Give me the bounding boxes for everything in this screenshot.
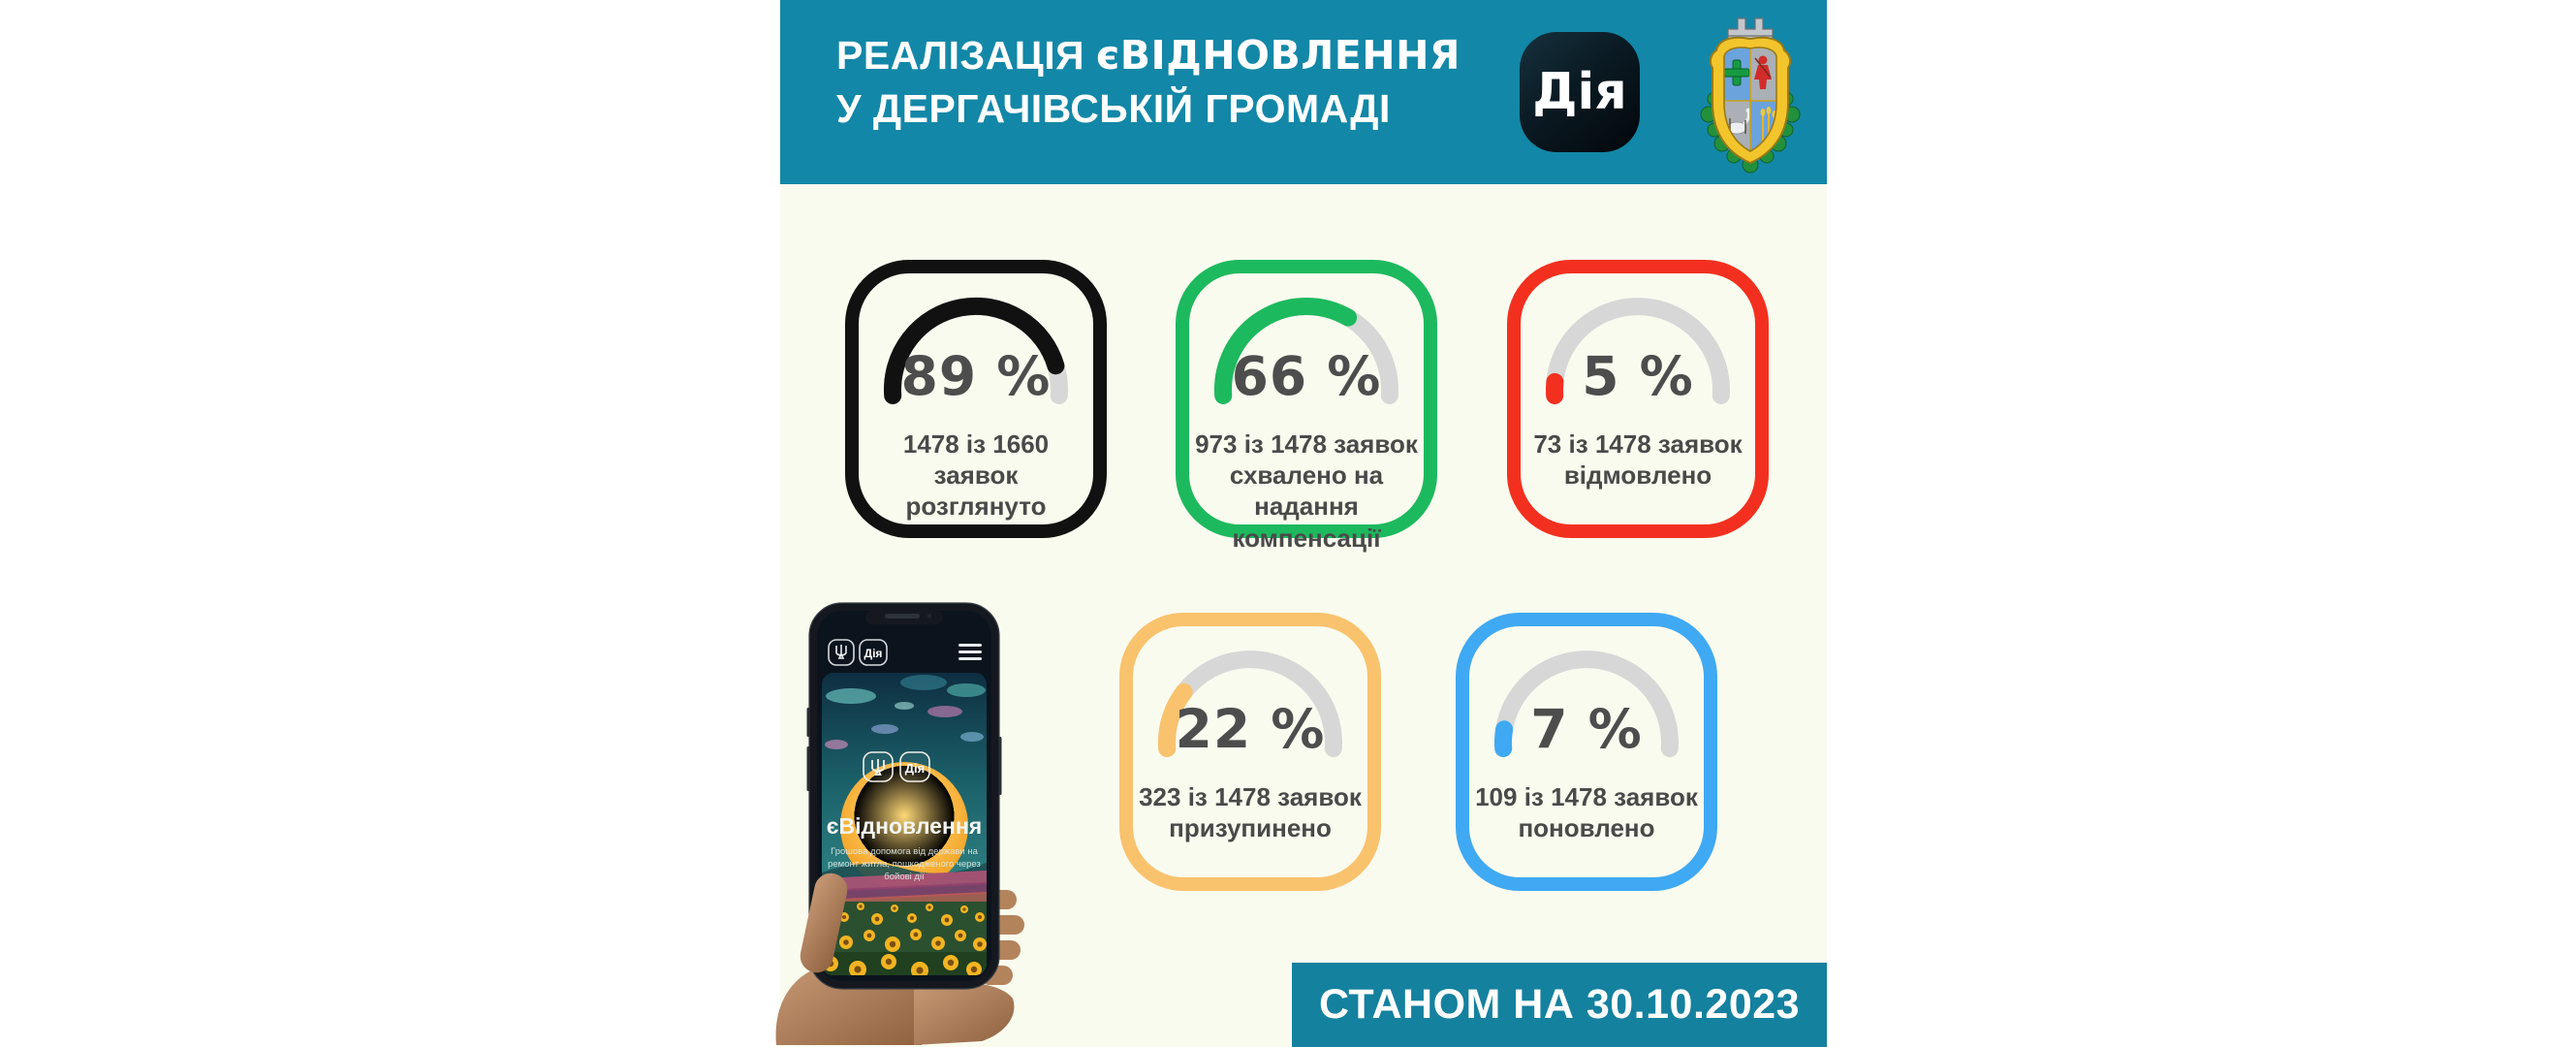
gauge-card-renewed: 7 % 109 із 1478 заявок поновлено [1456, 613, 1717, 891]
gauge-track [1546, 298, 1730, 404]
gauge-caption: 73 із 1478 заявок відмовлено [1533, 429, 1743, 491]
header-banner: РЕАЛІЗАЦІЯ єВІДНОВЛЕННЯ У ДЕРГАЧІВСЬКІЙ … [780, 0, 1827, 184]
screen-title: єВідновлення [827, 813, 982, 839]
gauge-caption: 109 із 1478 заявок поновлено [1475, 782, 1698, 843]
gauge-chart [1214, 298, 1398, 404]
gauge-card-suspended: 22 % 323 із 1478 заявок призупинено [1119, 613, 1381, 891]
bird-figure [1726, 108, 1751, 135]
gauge-percent-label: 66 % [1231, 345, 1382, 407]
phone-body: Дія [806, 602, 1002, 990]
title-line1: РЕАЛІЗАЦІЯ єВІДНОВЛЕННЯ [836, 32, 1461, 79]
content-area: РЕАЛІЗАЦІЯ єВІДНОВЛЕННЯ У ДЕРГАЧІВСЬКІЙ … [775, 0, 1827, 1047]
gauge-chart [1546, 298, 1730, 404]
gauge-track [1494, 650, 1679, 757]
cossack-figure [1754, 55, 1772, 89]
screen-artwork: Дія єВідновлення Грошова допомога від де… [822, 673, 987, 975]
gauge-card-declined: 5 % 73 із 1478 заявок відмовлено [1507, 260, 1769, 538]
screen-subtitle: Грошова допомога від держави на ремонт ж… [828, 846, 981, 882]
gauge-chart [1157, 650, 1342, 757]
hand-palm [914, 982, 1015, 1045]
gauge-value-arc [1214, 298, 1358, 404]
svg-text:Грошова допомога від держави н: Грошова допомога від держави на [831, 846, 979, 857]
program-logos: Дія [863, 751, 930, 782]
app-top-bar: Дія [828, 639, 982, 666]
thumb [800, 872, 848, 973]
diia-mini-label: Дія [864, 647, 883, 660]
svg-text:бойові дії: бойові дії [884, 872, 925, 882]
title-line2: У ДЕРГАЧІВСЬКІЙ ГРОМАДІ [836, 86, 1391, 131]
svg-text:ремонт житла, пошкодженого чер: ремонт житла, пошкодженого через [828, 859, 981, 870]
gauge-chart [883, 297, 1068, 404]
gauge-value-arc [883, 297, 1065, 404]
gauge-chart [1494, 650, 1679, 757]
sunflowers [822, 903, 987, 975]
gauge-percent-label: 5 % [1582, 345, 1694, 407]
coat-of-arms-icon [1700, 17, 1801, 174]
gauge-value-arc [1157, 682, 1193, 757]
trident-icon [835, 645, 847, 659]
gauge-card-reviewed: 89 % 1478 із 1660 заявок розглянуто [845, 260, 1107, 538]
gauge-value-arc [1494, 720, 1514, 757]
gauge-percent-label: 22 % [1175, 698, 1326, 760]
date-banner: СТАНОМ НА 30.10.2023 [1292, 963, 1827, 1047]
gauge-caption: 323 із 1478 заявок призупинено [1139, 782, 1362, 843]
menu-icon [958, 644, 982, 660]
trident-icon [871, 759, 885, 776]
phone-mockup: Дія [775, 602, 1024, 1045]
gauge-percent-label: 89 % [900, 345, 1052, 407]
gauge-caption: 1478 із 1660 заявок розглянуто [902, 429, 1050, 522]
gauge-card-approved: 66 % 973 із 1478 заявок схвалено на нада… [1176, 260, 1437, 553]
gauge-caption: 973 із 1478 заявок схвалено на надання к… [1195, 429, 1418, 553]
title-evidnovlennia: єВІДНОВЛЕННЯ [1095, 32, 1461, 79]
gauge-percent-label: 7 % [1530, 698, 1643, 760]
diia-app-icon: Дія [1520, 32, 1640, 152]
page-title: РЕАЛІЗАЦІЯ єВІДНОВЛЕННЯ У ДЕРГАЧІВСЬКІЙ … [836, 29, 1461, 136]
diia-logo-label: Дія [905, 761, 925, 776]
